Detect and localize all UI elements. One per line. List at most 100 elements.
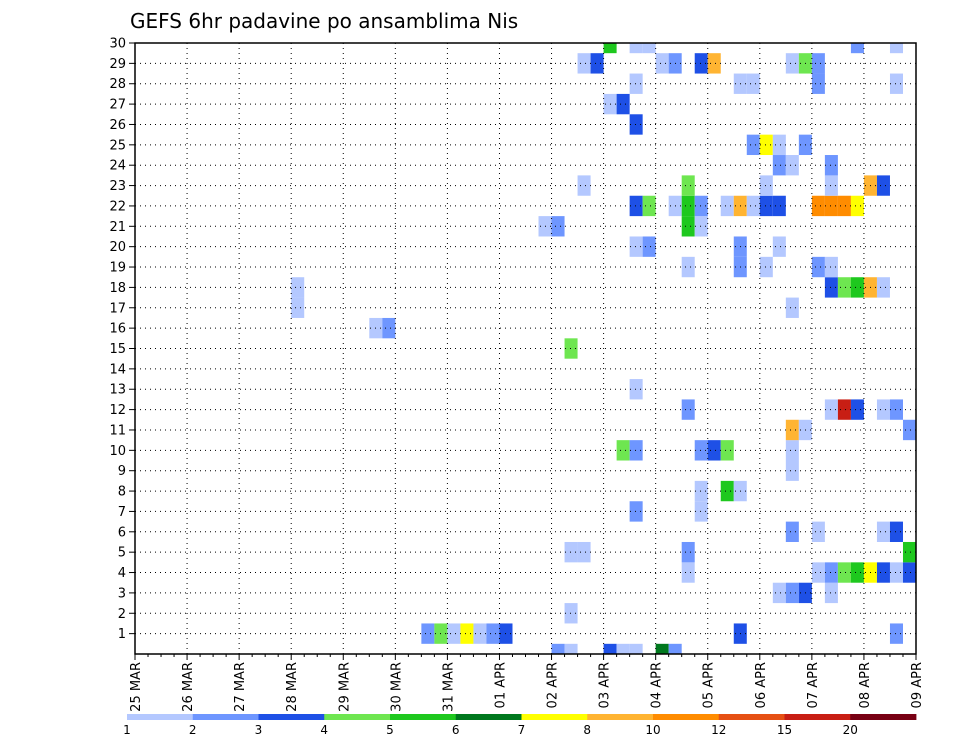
heatmap-cell xyxy=(876,521,890,542)
y-tick-label: 21 xyxy=(109,220,126,235)
x-tick-label: 26 MAR xyxy=(181,662,196,712)
y-tick-label: 2 xyxy=(118,607,126,622)
heatmap-cell xyxy=(577,53,591,74)
heatmap-cell xyxy=(850,277,864,298)
heatmap-cell xyxy=(889,562,903,583)
legend-threshold-label: 4 xyxy=(320,723,328,737)
heatmap-cell xyxy=(772,195,786,217)
heatmap-cell xyxy=(889,73,903,94)
heatmap-cell xyxy=(811,562,825,583)
legend-threshold-label: 1 xyxy=(123,723,131,737)
heatmap-cell xyxy=(694,53,708,74)
legend-color-box xyxy=(258,714,325,720)
heatmap-cell xyxy=(824,277,838,298)
heatmap-cell xyxy=(382,317,396,339)
y-tick-label: 26 xyxy=(109,118,126,133)
legend-color-box xyxy=(390,714,457,720)
x-tick-label: 31 MAR xyxy=(441,662,456,712)
heatmap-cell xyxy=(629,440,643,461)
heatmap-cell xyxy=(811,195,825,217)
y-tick-label: 29 xyxy=(109,57,126,72)
heatmap-cell xyxy=(629,236,643,257)
heatmap-cell xyxy=(616,93,630,115)
heatmap-cell xyxy=(902,541,916,563)
legend-threshold-label: 8 xyxy=(583,723,591,737)
legend-threshold-label: 15 xyxy=(777,723,792,737)
y-tick-label: 16 xyxy=(109,322,126,337)
x-tick-label: 07 APR xyxy=(806,662,821,708)
heatmap-cell xyxy=(811,256,825,278)
heatmap-cell xyxy=(785,53,799,74)
heatmap-cell xyxy=(785,521,799,542)
heatmap-cell xyxy=(824,155,838,176)
heatmap-cell xyxy=(681,541,695,563)
legend-threshold-label: 3 xyxy=(255,723,263,737)
x-tick-label: 28 MAR xyxy=(285,662,300,712)
heatmap-cell xyxy=(746,73,760,94)
x-tick-label: 09 APR xyxy=(910,662,925,708)
heatmap-cell xyxy=(720,480,734,502)
y-tick-label: 4 xyxy=(118,566,126,581)
y-tick-label: 20 xyxy=(109,240,126,255)
heatmap-cells xyxy=(291,43,916,654)
heatmap-cell xyxy=(785,419,799,441)
heatmap-cell xyxy=(642,43,656,54)
heatmap-cell xyxy=(824,582,838,604)
y-tick-label: 22 xyxy=(109,199,126,214)
y-tick-label: 28 xyxy=(109,77,126,92)
heatmap-cell xyxy=(616,440,630,461)
y-tick-label: 5 xyxy=(118,546,126,561)
heatmap-cell xyxy=(564,643,578,654)
heatmap-cell xyxy=(447,623,461,644)
heatmap-cell xyxy=(759,134,773,156)
y-tick-label: 23 xyxy=(109,179,126,194)
y-tick-label: 15 xyxy=(109,342,126,357)
heatmap-cell xyxy=(291,297,305,318)
heatmap-cell xyxy=(850,399,864,420)
y-tick-label: 7 xyxy=(118,505,126,520)
legend-threshold-label: 10 xyxy=(645,723,660,737)
heatmap-cell xyxy=(642,195,656,217)
legend-color-box xyxy=(192,714,259,720)
legend-color-box xyxy=(718,714,785,720)
y-tick-label: 27 xyxy=(109,98,126,113)
legend-color-box xyxy=(587,714,654,720)
heatmap-cell xyxy=(564,603,578,624)
heatmap-cell xyxy=(655,643,669,654)
heatmap-cell xyxy=(876,562,890,583)
heatmap-cell xyxy=(811,73,825,94)
y-tick-label: 13 xyxy=(109,383,126,398)
x-tick-label: 27 MAR xyxy=(233,662,248,712)
heatmap-cell xyxy=(785,460,799,481)
heatmap-cell xyxy=(785,155,799,176)
heatmap-cell xyxy=(629,114,643,135)
heatmap-cell xyxy=(759,195,773,217)
heatmap-cell xyxy=(850,562,864,583)
legend-color-box xyxy=(850,714,917,720)
legend-color-box xyxy=(521,714,588,720)
y-tick-label: 8 xyxy=(118,485,126,500)
heatmap-cell xyxy=(837,562,851,583)
heatmap-cell xyxy=(616,643,630,654)
heatmap-cell xyxy=(902,419,916,441)
heatmap-cell xyxy=(759,256,773,278)
heatmap-cell xyxy=(889,521,903,542)
heatmap-cell xyxy=(694,440,708,461)
y-tick-label: 24 xyxy=(109,159,126,174)
heatmap-cell xyxy=(785,440,799,461)
heatmap-cell xyxy=(746,195,760,217)
heatmap-cell xyxy=(681,175,695,196)
heatmap-cell xyxy=(746,134,760,156)
heatmap-cell xyxy=(824,256,838,278)
heatmap-cell xyxy=(889,623,903,644)
y-tick-label: 14 xyxy=(109,362,126,377)
legend-threshold-label: 2 xyxy=(189,723,197,737)
heatmap-cell xyxy=(564,338,578,359)
heatmap-cell xyxy=(629,43,643,54)
heatmap-cell xyxy=(564,541,578,563)
x-tick-label: 08 APR xyxy=(858,662,873,708)
y-tick-label: 6 xyxy=(118,525,126,540)
legend-threshold-label: 5 xyxy=(386,723,394,737)
heatmap-cell xyxy=(889,399,903,420)
heatmap-cell xyxy=(551,643,565,654)
